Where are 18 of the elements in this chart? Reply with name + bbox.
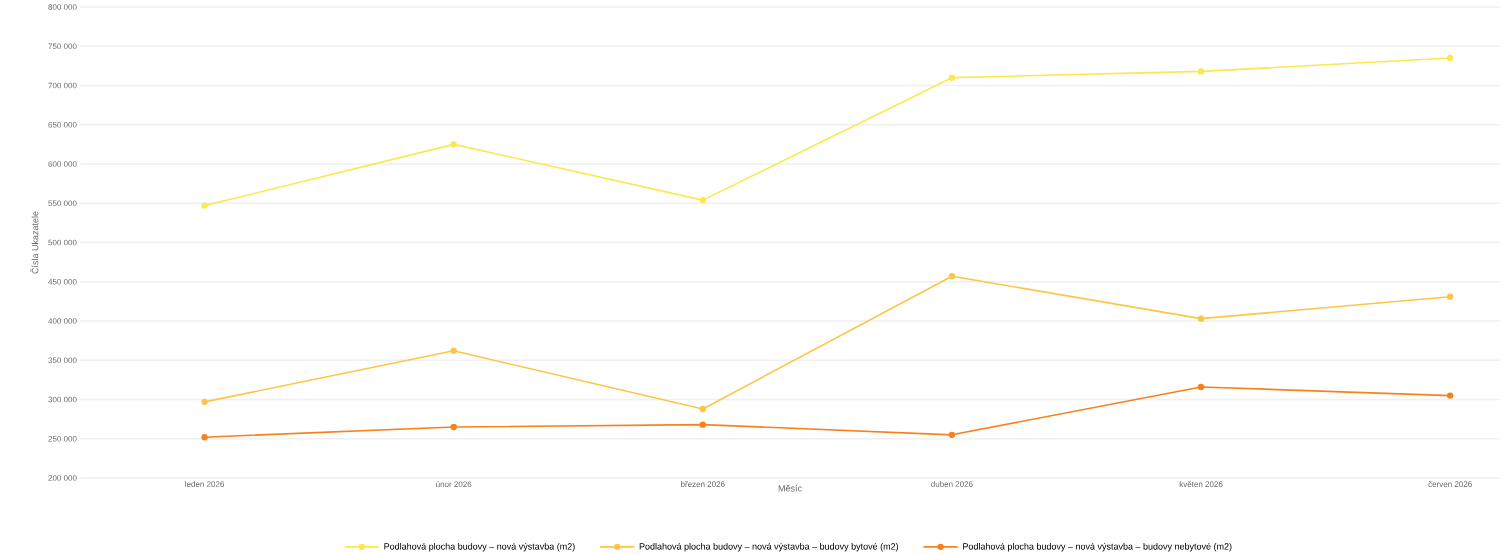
point bbox=[1446, 54, 1454, 62]
point bbox=[1197, 383, 1205, 391]
point bbox=[1446, 293, 1454, 300]
point bbox=[1197, 315, 1205, 322]
point bbox=[948, 74, 956, 81]
point bbox=[1197, 68, 1205, 75]
point bbox=[699, 405, 707, 413]
point bbox=[201, 433, 208, 441]
point bbox=[450, 423, 457, 431]
point bbox=[948, 273, 956, 280]
point bbox=[201, 398, 208, 406]
point bbox=[1446, 392, 1454, 399]
point bbox=[450, 141, 457, 148]
point bbox=[699, 196, 707, 204]
point bbox=[948, 431, 956, 439]
point bbox=[201, 202, 208, 209]
point bbox=[450, 347, 457, 355]
point bbox=[699, 421, 707, 428]
